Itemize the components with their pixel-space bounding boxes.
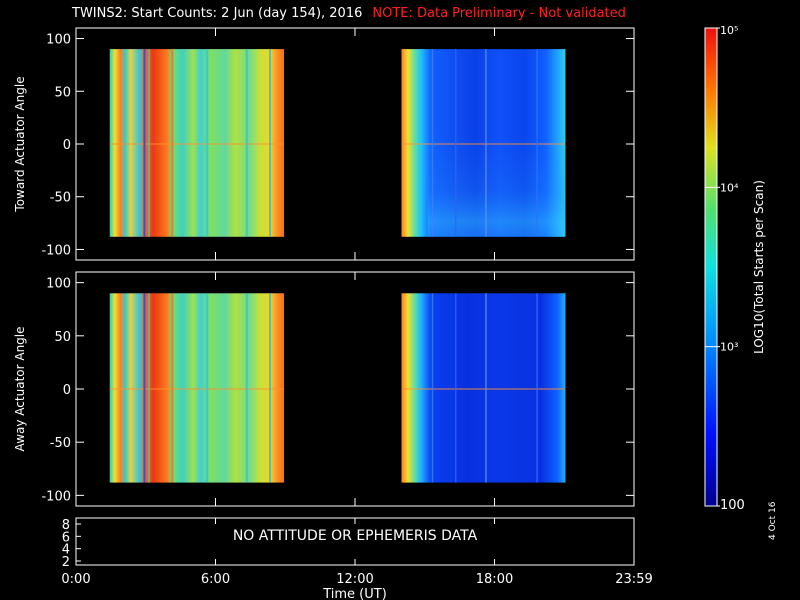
y-axis-label: Away Actuator Angle xyxy=(13,326,27,451)
y-tick-label: -50 xyxy=(50,436,71,451)
spectrogram-streak xyxy=(245,49,248,237)
no-data-message: NO ATTITUDE OR EPHEMERIS DATA xyxy=(233,528,478,544)
y-tick-label: 6 xyxy=(62,530,70,545)
spectrogram-streak xyxy=(148,293,151,483)
spectrogram-streak xyxy=(431,49,434,237)
spectrogram-streak xyxy=(454,49,457,237)
y-tick-label: 0 xyxy=(63,383,71,398)
x-tick-label: 6:00 xyxy=(201,572,230,587)
spectrogram-streak xyxy=(431,293,434,483)
y-tick-label: -100 xyxy=(41,489,71,504)
spectrogram-streak xyxy=(536,49,538,237)
y-tick-label: 50 xyxy=(54,330,71,345)
spectrogram-streak xyxy=(143,49,146,237)
y-tick-label: 0 xyxy=(63,138,71,153)
title-text: TWINS2: Start Counts: 2 Jun (day 154), 2… xyxy=(72,6,363,21)
spectrogram-streak xyxy=(206,293,209,483)
y-tick-label: 50 xyxy=(54,85,71,100)
spectrogram-streak xyxy=(245,293,248,483)
x-tick-label: 12:00 xyxy=(336,572,373,587)
y-tick-label: 4 xyxy=(62,543,70,558)
x-axis-label: Time (UT) xyxy=(322,587,387,600)
spectrogram-block xyxy=(401,293,566,483)
colorbar-tick-label: 10⁵ xyxy=(720,24,738,37)
spectrogram-streak xyxy=(143,293,146,483)
colorbar-tick-label: 100 xyxy=(720,498,745,513)
y-tick-label: 100 xyxy=(46,33,71,48)
colorbar-tick-label: 10⁴ xyxy=(720,181,739,194)
spectrogram-streak xyxy=(536,293,538,483)
y-tick-label: -100 xyxy=(41,243,71,258)
spectrogram-streak xyxy=(268,49,271,237)
y-tick-label: -50 xyxy=(50,191,71,206)
spectrogram-streak xyxy=(148,49,151,237)
y-tick-label: 100 xyxy=(46,277,71,292)
chart-title: TWINS2: Start Counts: 2 Jun (day 154), 2… xyxy=(72,6,626,21)
spectrogram-block xyxy=(109,49,285,237)
y-axis-label: Toward Actuator Angle xyxy=(13,76,27,212)
spectrogram-streak xyxy=(485,293,487,483)
x-tick-label: 23:59 xyxy=(615,572,652,587)
spectrogram-shading xyxy=(427,133,566,237)
spectrogram-streak xyxy=(171,49,174,237)
spectrogram-streak xyxy=(268,293,271,483)
spectrogram-streak xyxy=(171,293,174,483)
spectrogram-streak xyxy=(206,49,209,237)
spectrogram-streak xyxy=(485,49,487,237)
preliminary-note: NOTE: Data Preliminary - Not validated xyxy=(372,6,626,21)
colorbar xyxy=(704,27,718,507)
colorbar-label: LOG10(Total Starts per Scan) xyxy=(752,180,766,354)
y-tick-label: 8 xyxy=(62,518,70,533)
y-tick-label: 2 xyxy=(62,555,70,570)
x-tick-label: 0:00 xyxy=(61,572,90,587)
x-tick-label: 18:00 xyxy=(476,572,513,587)
colorbar-tick-label: 10³ xyxy=(720,341,738,354)
spectrogram-streak xyxy=(454,293,457,483)
spectrogram-block xyxy=(109,293,285,483)
